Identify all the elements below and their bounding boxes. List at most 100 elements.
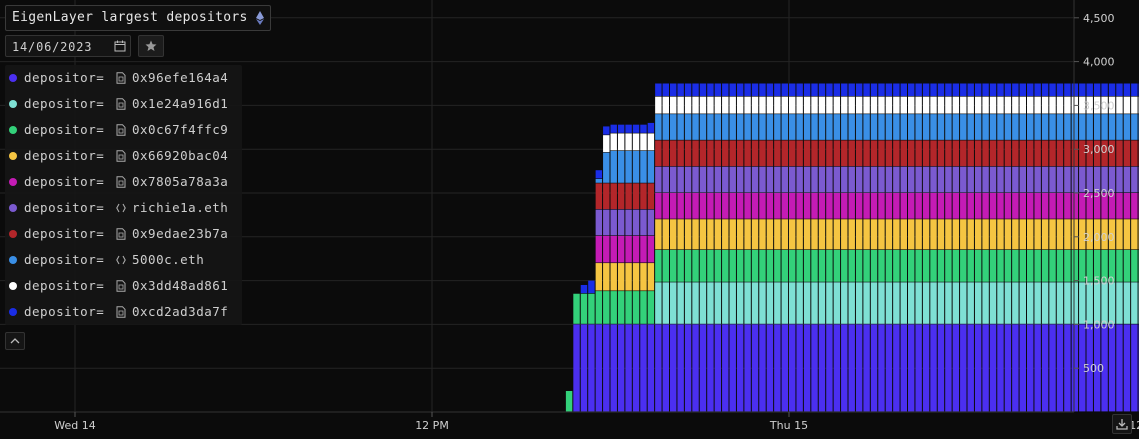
bar-segment <box>855 96 863 114</box>
bar-segment <box>1079 83 1086 97</box>
bar-segment <box>625 183 632 210</box>
bar-segment <box>833 282 841 324</box>
bar-segment <box>1019 140 1026 167</box>
bar-segment <box>878 96 885 114</box>
bar-segment <box>655 219 662 250</box>
bar-segment <box>1034 282 1041 324</box>
bar-segment <box>960 114 967 140</box>
bar-segment <box>722 282 729 324</box>
bar-segment <box>1012 96 1019 114</box>
legend-item[interactable]: depositor= 0x96efe164a4 <box>5 65 242 91</box>
bar-segment <box>610 263 617 291</box>
bar-segment <box>863 219 870 250</box>
bar-segment <box>647 291 655 324</box>
bar-segment <box>803 249 811 282</box>
collapse-legend-button[interactable] <box>5 332 25 350</box>
bar-segment <box>960 282 967 324</box>
bar-segment <box>841 96 848 114</box>
bar-segment <box>1116 114 1123 140</box>
bar-segment <box>1041 193 1049 219</box>
legend-color-dot <box>9 152 17 160</box>
bar-segment <box>863 193 870 219</box>
bar-segment <box>617 324 625 412</box>
bar-segment <box>960 96 967 114</box>
bar-segment <box>855 140 863 167</box>
calendar-icon[interactable] <box>114 40 126 52</box>
bar-segment <box>833 193 841 219</box>
bar-segment <box>818 282 826 324</box>
bar-segment <box>625 263 632 291</box>
bar-segment <box>1034 219 1041 250</box>
y-tick-label: 1,500 <box>1083 275 1115 288</box>
legend-item[interactable]: depositor= 0x3dd48ad861 <box>5 273 242 299</box>
bar-segment <box>1019 249 1026 282</box>
bar-segment <box>1027 282 1034 324</box>
bar-segment <box>1123 83 1131 97</box>
legend-item[interactable]: depositor= 0x0c67f4ffc9 <box>5 117 242 143</box>
code-icon <box>116 203 126 213</box>
bar-segment <box>789 96 796 114</box>
bar-segment <box>930 193 937 219</box>
bar-segment <box>1056 219 1064 250</box>
legend-item[interactable]: depositor= 0x7805a78a3a <box>5 169 242 195</box>
bar-segment <box>1108 83 1116 97</box>
bar-segment <box>707 166 714 193</box>
legend-item[interactable]: depositor= 0x1e24a916d1 <box>5 91 242 117</box>
legend-item[interactable]: depositor= richie1a.eth <box>5 195 242 221</box>
bar-segment <box>960 166 967 193</box>
bar-segment <box>900 249 907 282</box>
bar-segment <box>781 114 788 140</box>
bar-segment <box>662 219 669 250</box>
legend-item[interactable]: depositor= 0x66920bac04 <box>5 143 242 169</box>
bar-segment <box>997 324 1004 412</box>
legend-key: depositor= <box>24 278 105 293</box>
bar-segment <box>684 193 692 219</box>
bar-segment <box>736 282 744 324</box>
bar-segment <box>655 140 662 167</box>
bar-segment <box>1079 219 1086 250</box>
bar-segment <box>893 249 900 282</box>
bar-segment <box>967 83 974 97</box>
bar-segment <box>1027 249 1034 282</box>
bar-segment <box>759 96 766 114</box>
bar-segment <box>655 114 662 140</box>
bar-segment <box>997 83 1004 97</box>
bar-segment <box>744 282 751 324</box>
bar-segment <box>930 249 937 282</box>
favorite-button[interactable] <box>138 35 164 57</box>
legend-value: 0x96efe164a4 <box>132 70 229 85</box>
bar-segment <box>1012 140 1019 167</box>
legend-key: depositor= <box>24 226 105 241</box>
bar-segment <box>841 249 848 282</box>
bar-segment <box>1064 249 1071 282</box>
bar-segment <box>826 249 833 282</box>
bar-segment <box>893 282 900 324</box>
bar-segment <box>707 193 714 219</box>
bar-segment <box>662 140 669 167</box>
bar-segment <box>1079 282 1086 324</box>
bar-segment <box>922 96 930 114</box>
bar-segment <box>699 324 707 412</box>
bar-segment <box>818 114 826 140</box>
bar-segment <box>945 193 952 219</box>
legend-item[interactable]: depositor= 0x9edae23b7a <box>5 221 242 247</box>
bar-segment <box>1049 282 1056 324</box>
bar-segment <box>1123 140 1131 167</box>
bar-segment <box>855 114 863 140</box>
bar-segment <box>1116 83 1123 97</box>
download-button[interactable] <box>1112 414 1132 434</box>
bar-segment <box>699 219 707 250</box>
legend-item[interactable]: depositor= 5000c.eth <box>5 247 242 273</box>
chart-title-box[interactable]: EigenLayer largest depositors <box>5 5 271 31</box>
bar-segment <box>1116 249 1123 282</box>
download-icon <box>1116 419 1128 430</box>
bar-segment <box>870 83 878 97</box>
bar-segment <box>714 140 722 167</box>
bar-segment <box>729 249 736 282</box>
bar-segment <box>989 282 997 324</box>
legend-item[interactable]: depositor= 0xcd2ad3da7f <box>5 299 242 325</box>
bar-segment <box>989 324 997 412</box>
bar-segment <box>677 114 684 140</box>
date-picker-input[interactable]: 14/06/2023 <box>5 35 131 57</box>
bar-segment <box>1034 83 1041 97</box>
